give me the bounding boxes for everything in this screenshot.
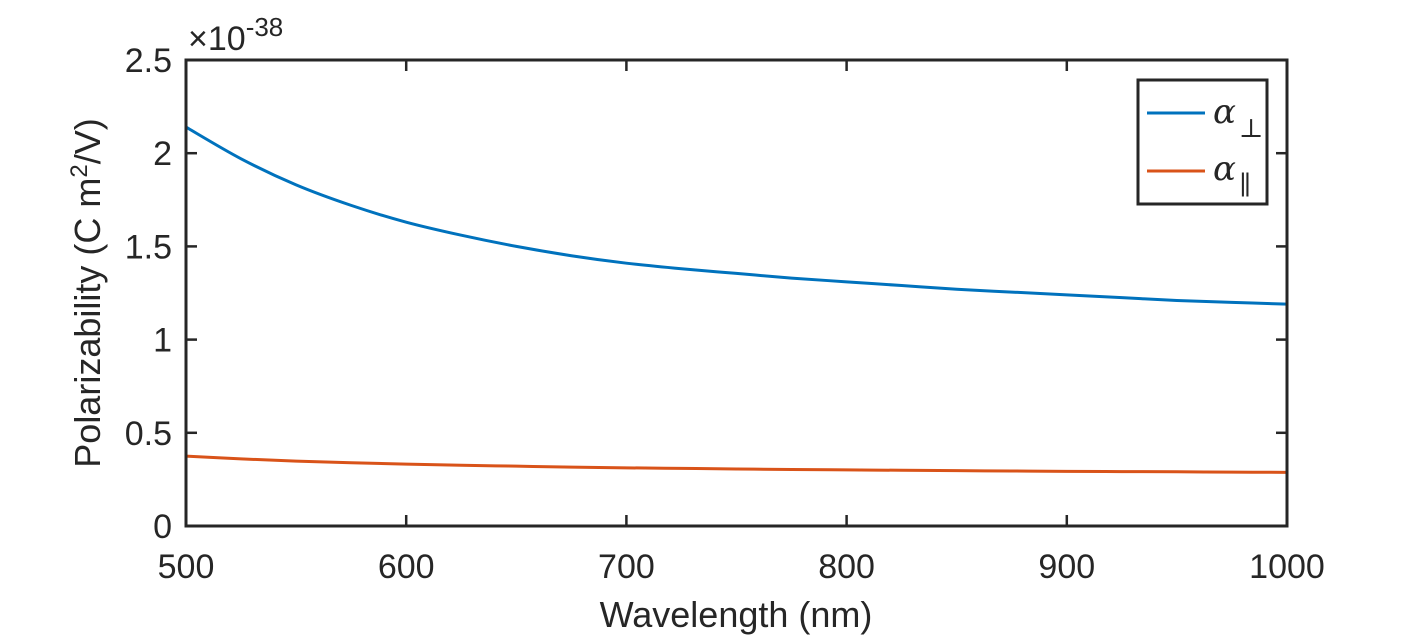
legend-label-alpha-perp: α ⊥	[1213, 92, 1263, 144]
x-tick-label: 1000	[1249, 548, 1325, 586]
y-tick-label: 2	[153, 135, 172, 173]
y-tick-label: 0.5	[125, 415, 172, 453]
legend: α ⊥ α ∥	[1136, 78, 1269, 206]
legend-subscript-alpha-perp: ⊥	[1239, 114, 1263, 144]
x-tick-label: 900	[1038, 548, 1095, 586]
x-tick-label: 800	[818, 548, 875, 586]
series-layer	[185, 125, 1288, 474]
legend-symbol-alpha-par: α	[1213, 149, 1236, 189]
series-line-alpha-par	[185, 454, 1288, 474]
y-tick-label: 2.5	[125, 42, 172, 80]
y-axis-title: Polarizability (C m2/V)	[66, 118, 108, 467]
series-line-alpha-perp	[185, 125, 1288, 306]
legend-label-alpha-par: α ∥	[1213, 149, 1251, 201]
y-axis-title-prefix: Polarizability (C m	[67, 178, 108, 468]
y-axis-title-suffix: /V)	[67, 118, 108, 164]
y-multiplier-exponent: -38	[246, 12, 284, 42]
axes-box	[184, 58, 1289, 528]
y-tick-label: 1	[153, 322, 172, 360]
y-tick-label: 1.5	[125, 228, 172, 266]
x-tick-label: 600	[378, 548, 435, 586]
y-tick-label: 0	[153, 508, 172, 546]
x-tick-label: 700	[598, 548, 655, 586]
y-axis-title-superscript: 2	[66, 164, 93, 177]
y-multiplier-base: ×10	[188, 20, 246, 58]
x-axis-title: Wavelength (nm)	[600, 594, 873, 635]
ticks-layer: 500 600 700 800 900 1000 0 0.5 1 1.5 2 2.5	[125, 42, 1325, 586]
legend-symbol-alpha-perp: α	[1213, 92, 1236, 132]
x-tick-label: 500	[158, 548, 215, 586]
legend-box	[1136, 78, 1269, 206]
y-multiplier: ×10-38	[188, 12, 283, 58]
plot-area	[186, 60, 1287, 526]
legend-subscript-alpha-par: ∥	[1239, 171, 1251, 201]
